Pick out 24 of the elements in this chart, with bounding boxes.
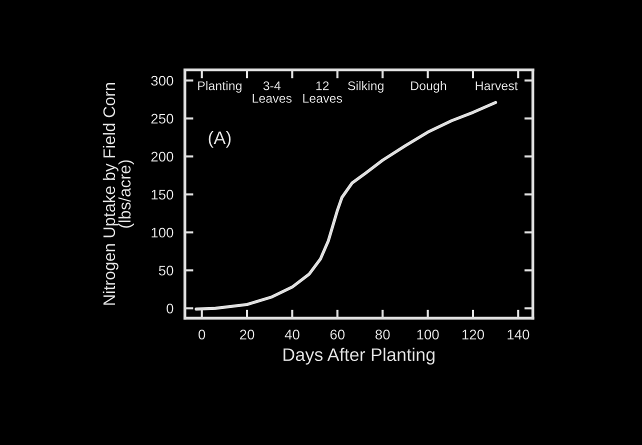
annotation: Silking	[348, 81, 384, 93]
y-tick-label: 300	[151, 76, 174, 86]
y-tick-label: 0	[166, 304, 174, 314]
y-tick-label: 150	[152, 190, 174, 200]
annotation: 12 Leaves	[303, 81, 342, 103]
x-axis-title: Days After Planting	[284, 348, 434, 365]
annotation: Harvest	[476, 82, 518, 90]
x-tick-label: 0	[198, 330, 206, 340]
x-tick-label: 120	[462, 330, 484, 340]
annotation: (A)	[208, 130, 231, 148]
x-tick-label: 60	[330, 330, 345, 340]
x-tick-label: 140	[508, 330, 530, 340]
y-axis-title: Nitrogen Uptake by Field Corn (lbs/acre)	[102, 83, 134, 305]
x-tick-label: 20	[240, 330, 254, 340]
y-tick-label: 250	[151, 114, 174, 124]
annotation: 3-4 Leaves	[252, 81, 292, 103]
x-tick-label: 40	[284, 330, 300, 340]
x-tick-label: 100	[417, 330, 439, 340]
y-tick-label: 100	[152, 228, 174, 238]
y-tick-label: 50	[158, 266, 174, 276]
annotation: Planting	[198, 81, 242, 93]
x-tick-label: 80	[375, 330, 390, 340]
y-tick-label: 200	[151, 152, 174, 162]
annotation: Dough	[411, 81, 446, 93]
